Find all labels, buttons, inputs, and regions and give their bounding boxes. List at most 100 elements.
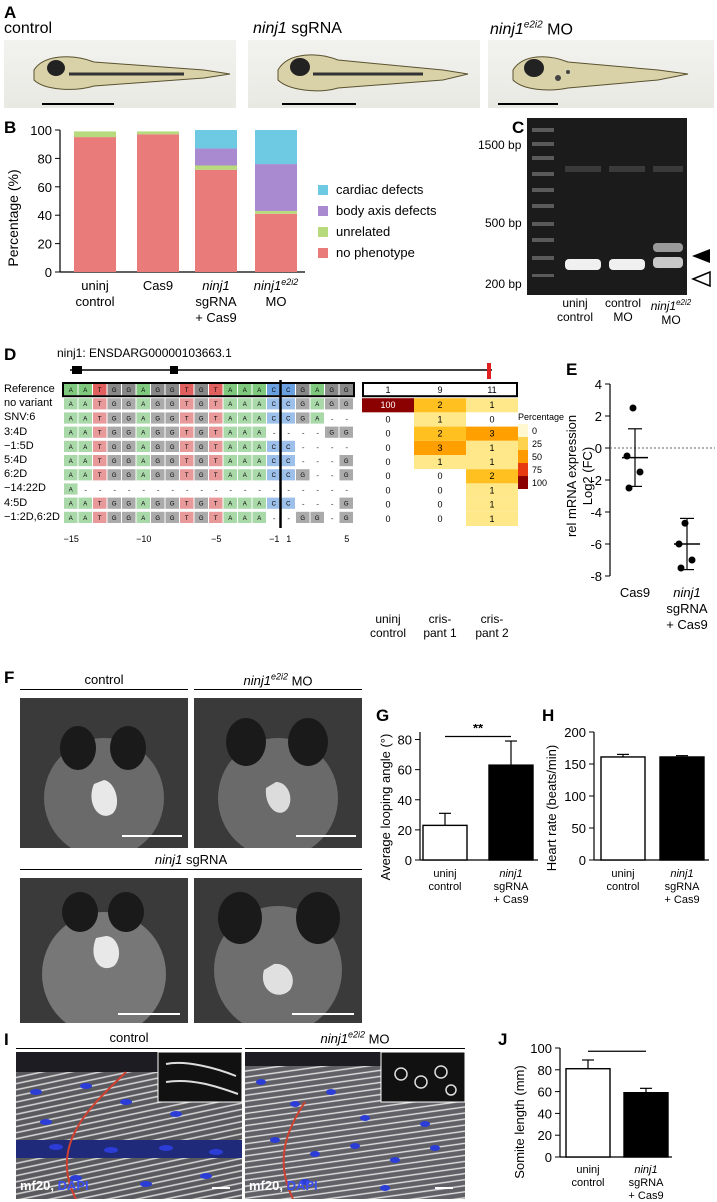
h-chart-bar	[659, 756, 705, 861]
svg-text:A: A	[141, 445, 145, 451]
svg-text:G: G	[155, 402, 160, 408]
j-chart-ytick: 40	[538, 1106, 552, 1121]
j-chart-bar	[565, 1068, 611, 1158]
svg-text:-: -	[331, 500, 334, 509]
svg-text:A: A	[69, 445, 73, 451]
panel-e-point	[625, 484, 633, 492]
panel-d-row-label: −1:2D,6:2D	[4, 510, 60, 523]
panel-d-row-label: 5:4D	[4, 454, 28, 466]
panel-d-alignment: Reference no variant SNV:6 3:4D −1:5D 5:4D 6:2…	[0, 380, 360, 612]
panel-b-xlabel-cas9: Cas9	[143, 278, 173, 293]
svg-text:G: G	[199, 402, 204, 408]
svg-text:G: G	[344, 502, 349, 508]
panel-j-xlabel-sgrna: sgRNA	[629, 1177, 665, 1189]
svg-text:G: G	[112, 459, 117, 465]
svg-text:T: T	[185, 431, 189, 437]
svg-text:G: G	[344, 402, 349, 408]
svg-text:-: -	[171, 485, 174, 494]
panel-d-row-label: SNV:6	[4, 411, 36, 424]
panel-i-mo-label: ninj1e2i2 MO	[320, 1030, 390, 1047]
svg-text:T: T	[214, 431, 218, 437]
panel-e-xlabel-cas9b: + Cas9	[666, 617, 708, 632]
svg-text:G: G	[199, 516, 204, 522]
svg-text:-: -	[287, 485, 290, 494]
svg-text:G: G	[112, 388, 117, 394]
svg-text:A: A	[69, 388, 73, 394]
svg-text:A: A	[69, 473, 73, 479]
svg-text:T: T	[214, 402, 218, 408]
svg-text:A: A	[228, 459, 232, 465]
svg-text:A: A	[257, 445, 261, 451]
panel-d-heat-cell	[362, 497, 414, 512]
svg-text:G: G	[344, 516, 349, 522]
svg-text:G: G	[344, 459, 349, 465]
panel-e-point	[681, 519, 689, 527]
svg-text:G: G	[344, 473, 349, 479]
svg-text:T: T	[98, 473, 102, 479]
svg-text:A: A	[257, 402, 261, 408]
panel-d-xtick: −1	[269, 534, 279, 544]
svg-text:G: G	[170, 431, 175, 437]
svg-text:G: G	[126, 431, 131, 437]
svg-text:G: G	[315, 516, 320, 522]
svg-text:A: A	[141, 431, 145, 437]
svg-text:-: -	[331, 443, 334, 452]
panel-g-xlabel-ninj1: ninj1	[499, 868, 522, 880]
panel-d-heat-value: 1	[489, 443, 494, 453]
panel-d-heat-cell	[414, 497, 466, 512]
svg-text:A: A	[141, 473, 145, 479]
svg-text:-: -	[287, 514, 290, 523]
panel-h-xlabel-uninj: uninj	[611, 868, 634, 880]
panel-d-xtick: −10	[136, 534, 151, 544]
panel-d-heat-cell	[414, 483, 466, 498]
panel-d-heat-value: 0	[385, 471, 390, 481]
svg-text:T: T	[185, 416, 189, 422]
panel-b-legend-swatch	[318, 185, 328, 195]
panel-b-ytick: 100	[30, 123, 52, 138]
panel-c-arrowheads	[691, 249, 711, 288]
panel-d-heat-value: 1	[489, 457, 494, 467]
j-chart-ytick: 80	[538, 1063, 552, 1078]
panel-d-heat-value: 1	[489, 514, 494, 524]
svg-text:A: A	[243, 388, 247, 394]
svg-text:G: G	[199, 473, 204, 479]
svg-text:A: A	[243, 473, 247, 479]
svg-text:C: C	[286, 473, 291, 479]
panel-b-xlabel-ninj1: ninj1	[202, 278, 229, 293]
panel-d-heat-cell	[414, 469, 466, 484]
panel-d-heat-value: 1	[489, 485, 494, 495]
panel-e-point	[636, 468, 644, 476]
svg-text:T: T	[185, 502, 189, 508]
svg-text:-: -	[273, 429, 276, 438]
panel-e-point	[675, 540, 683, 548]
svg-text:A: A	[257, 459, 261, 465]
svg-text:A: A	[257, 416, 261, 422]
panel-b-xlabel-mo1: ninj1e2i2	[254, 277, 298, 293]
svg-text:-: -	[273, 514, 276, 523]
panel-d-legend-title: Percentage	[518, 412, 565, 422]
svg-text:G: G	[344, 431, 349, 437]
panel-d-legend-tick: 100	[532, 478, 547, 488]
panel-b-legend-label: cardiac defects	[336, 182, 424, 197]
svg-text:A: A	[83, 516, 87, 522]
panel-b-bars	[74, 130, 297, 272]
panel-d-heat-value: 2	[437, 429, 442, 439]
open-arrowhead-icon	[691, 270, 711, 288]
panel-b-legend: cardiac defects body axis defects unrelate…	[318, 182, 437, 260]
panel-b-ytick: 60	[38, 180, 52, 195]
panel-d-heat-value: 0	[385, 457, 390, 467]
panel-f-mo-label: ninj1e2i2 MO	[243, 672, 313, 689]
svg-text:T: T	[185, 402, 189, 408]
panel-a-control-label: control	[4, 20, 53, 37]
panel-g-xlabel-sgrna: sgRNA	[494, 881, 530, 893]
svg-text:-: -	[142, 485, 145, 494]
svg-text:-: -	[287, 429, 290, 438]
panel-d-col-uninj: uninj control	[369, 612, 407, 640]
svg-text:C: C	[272, 388, 277, 394]
svg-text:T: T	[185, 516, 189, 522]
panel-b-legend-label: unrelated	[336, 224, 390, 239]
svg-text:A: A	[83, 445, 87, 451]
svg-text:G: G	[300, 416, 305, 422]
svg-text:-: -	[302, 457, 305, 466]
panel-b-bar-segment	[255, 164, 297, 211]
